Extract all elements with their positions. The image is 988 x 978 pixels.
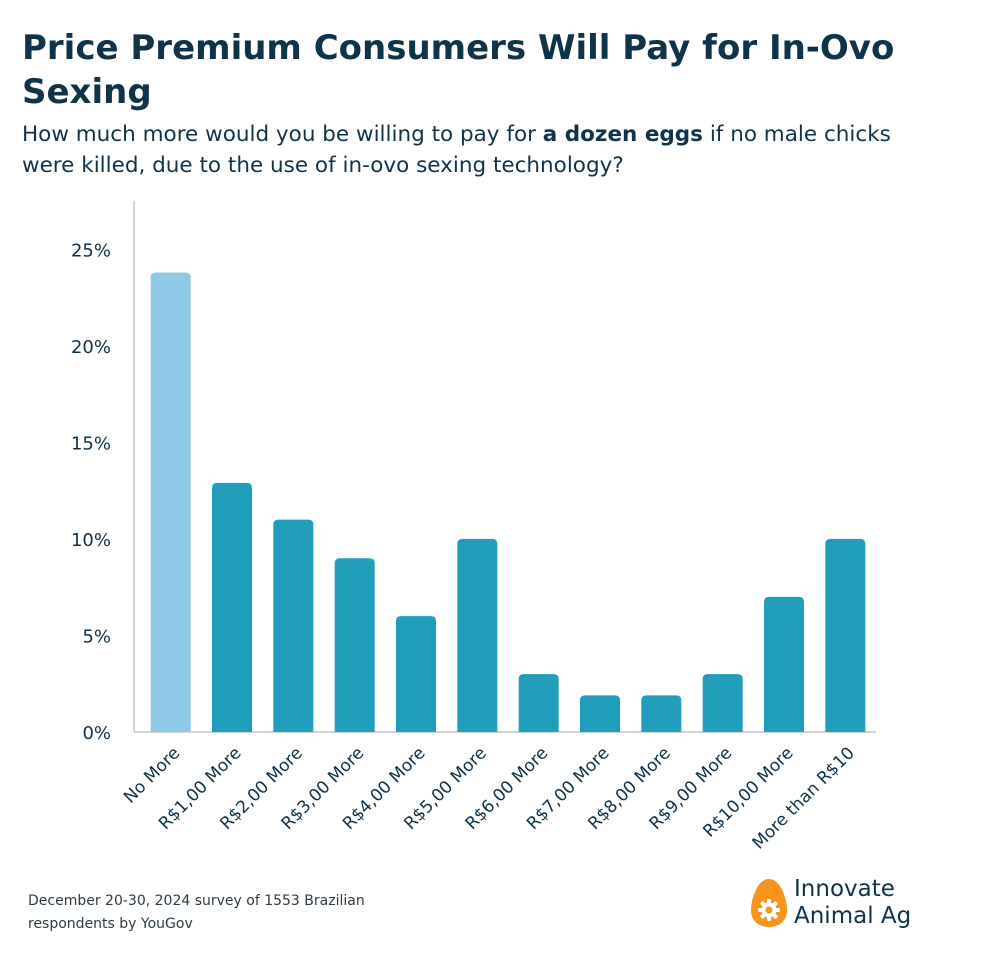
y-tick-label: 0% (82, 723, 111, 744)
brand-logo: Innovate Animal Ag (750, 876, 970, 936)
bar (702, 674, 743, 732)
y-tick-label: 10% (71, 530, 111, 551)
subtitle-text-end: if no male chicks were killed, due to th… (22, 122, 891, 178)
y-tick-label: 25% (71, 240, 111, 261)
subtitle-text-start: How much more would you be willing to pa… (22, 122, 543, 147)
brand-name-line-2: Animal Ag (794, 903, 912, 929)
bar (396, 616, 436, 732)
y-tick-label: 15% (71, 433, 111, 454)
chart-title: Price Premium Consumers Will Pay for In-… (22, 28, 895, 112)
brand-name: Innovate Animal Ag (794, 876, 911, 930)
x-tick-label: No More (120, 743, 184, 807)
subtitle-emphasis: a dozen eggs (542, 122, 703, 147)
bar (518, 674, 559, 732)
bar (273, 519, 314, 732)
y-tick-label: 5% (82, 626, 111, 647)
chart-subtitle: How much more would you be willing to pa… (22, 119, 922, 181)
x-tick-label: More than R$10 (749, 743, 859, 853)
source-line-2: respondents by YouGov (28, 916, 193, 932)
source-note: December 20-30, 2024 survey of 1553 Braz… (28, 890, 448, 936)
bar (334, 558, 375, 732)
bar (580, 695, 620, 732)
brand-name-line-1: Innovate (794, 876, 895, 902)
bar (825, 538, 866, 732)
egg-gear-icon (751, 879, 787, 927)
bar (764, 596, 804, 732)
y-tick-label: 20% (71, 337, 111, 358)
bar (641, 695, 682, 732)
bar (150, 272, 191, 732)
bar (212, 482, 252, 732)
source-line-1: December 20-30, 2024 survey of 1553 Braz… (28, 893, 365, 909)
bar (457, 538, 498, 732)
